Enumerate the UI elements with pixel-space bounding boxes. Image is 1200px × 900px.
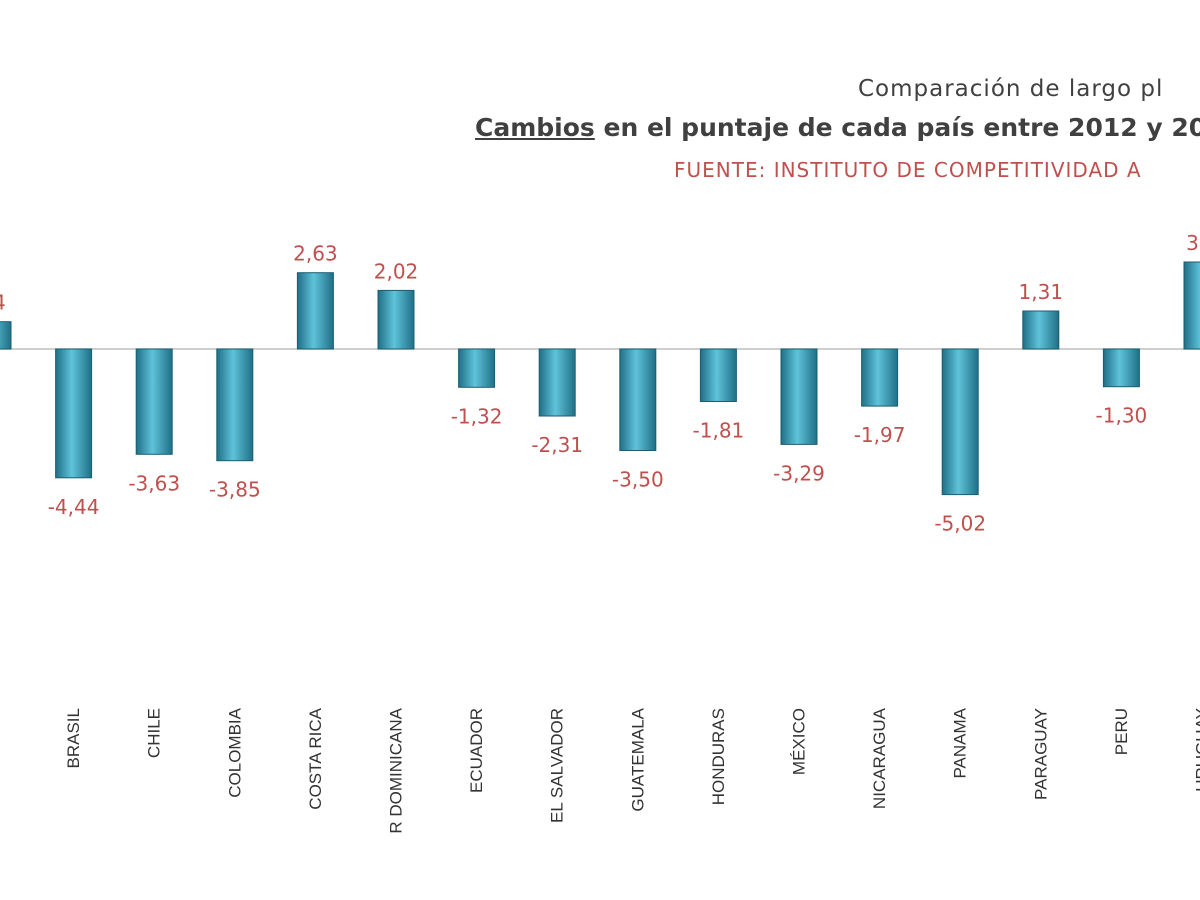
category-label: COLOMBIA (225, 707, 244, 797)
bar (216, 348, 254, 462)
bar (1183, 261, 1200, 350)
bar (0, 321, 12, 350)
bar (55, 348, 93, 479)
bar (135, 348, 173, 455)
bar (296, 272, 334, 350)
category-label: R DOMINICANA (387, 707, 406, 833)
data-label: 1,31 (1019, 280, 1064, 304)
chart-header: Comparación de largo pl Cambios en el pu… (0, 0, 1200, 200)
chart-title-underlined: Cambios (475, 113, 595, 142)
chart-title: Cambios en el puntaje de cada país entre… (475, 113, 1200, 142)
bar (1102, 348, 1140, 388)
data-label: -1,32 (451, 404, 503, 428)
data-label: -1,30 (1096, 404, 1148, 428)
data-label: -2,31 (531, 433, 583, 457)
data-label: 2,02 (374, 259, 419, 283)
data-label: 04 (0, 291, 6, 315)
category-label: ECUADOR (467, 708, 486, 793)
category-label: PARAGUAY (1031, 708, 1050, 800)
data-label: -1,81 (693, 419, 745, 443)
data-label: -5,02 (934, 512, 986, 536)
category-label: URUGUAY (1193, 708, 1200, 792)
bar (458, 348, 496, 388)
data-label: -3,63 (128, 471, 180, 495)
category-label: NICARAGUA (870, 707, 889, 809)
category-label: GUATEMALA (628, 707, 647, 811)
chart-source: FUENTE: INSTITUTO DE COMPETITIVIDAD A (674, 158, 1142, 182)
category-label: MÉXICO (790, 708, 809, 775)
category-label: COSTA RICA (306, 707, 325, 809)
data-label: -3,29 (773, 461, 825, 485)
chart-title-rest: en el puntaje de cada país entre 2012 y … (594, 113, 1200, 142)
bar (861, 348, 899, 407)
bar (941, 348, 979, 496)
category-label: PERU (1112, 708, 1131, 755)
bar (780, 348, 818, 445)
bar (377, 289, 415, 350)
data-label: -3,50 (612, 468, 664, 492)
category-label: CHILE (145, 708, 164, 758)
category-label: HONDURAS (709, 708, 728, 805)
bar (619, 348, 657, 451)
data-label: 2,63 (293, 242, 338, 266)
category-label: BRASIL (64, 708, 83, 768)
bar (538, 348, 576, 417)
data-label: -3,85 (209, 478, 261, 502)
bar (1022, 310, 1060, 350)
bar (699, 348, 737, 402)
category-label: EL SALVADOR (548, 708, 567, 823)
data-label: 3,0 (1186, 231, 1200, 255)
data-label: -4,44 (48, 495, 100, 519)
chart-pretitle: Comparación de largo pl (858, 76, 1164, 102)
category-label: PANAMA (951, 707, 970, 778)
data-label: -1,97 (854, 423, 906, 447)
